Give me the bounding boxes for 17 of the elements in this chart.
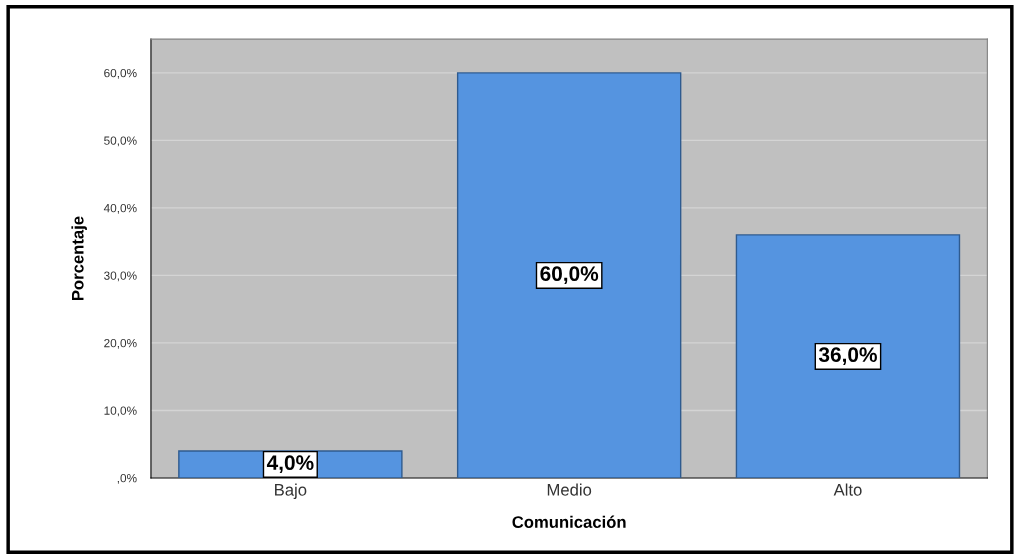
- bar: [456, 72, 682, 478]
- y-tick-label: 40,0%: [103, 203, 137, 214]
- data-label: 4,0%: [266, 455, 314, 474]
- x-tick-label: Alto: [833, 483, 862, 496]
- data-label: 36,0%: [818, 347, 877, 366]
- y-tick-label: 60,0%: [104, 68, 137, 79]
- y-tick-label: 50,0%: [104, 136, 137, 147]
- y-axis-title: Porcentaje: [71, 216, 87, 301]
- y-tick-label: 30,0%: [104, 271, 137, 282]
- y-tick-label: 20,0%: [104, 338, 137, 349]
- x-tick-label: Bajo: [275, 483, 307, 500]
- data-label: 60,0%: [540, 266, 599, 285]
- bar: [735, 234, 961, 478]
- x-tick-label: Medio: [547, 483, 592, 496]
- y-tick-label: ,0%: [117, 473, 137, 484]
- x-axis-title: Comunicación: [512, 515, 626, 528]
- y-tick-label: 10,0%: [104, 406, 137, 417]
